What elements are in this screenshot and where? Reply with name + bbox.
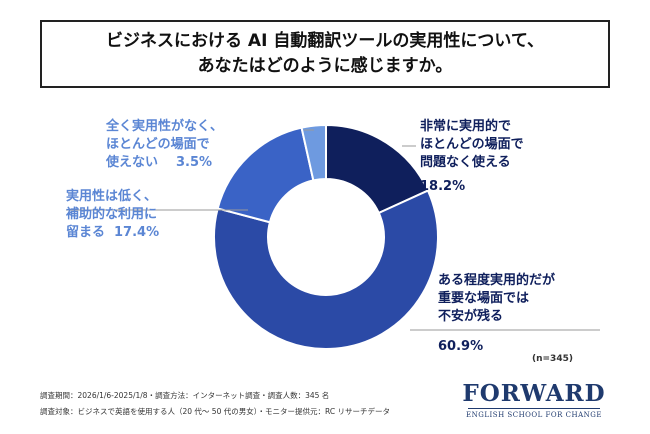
sample-size: (n=345) xyxy=(532,354,573,364)
logo-divider xyxy=(468,408,600,409)
leader-lines xyxy=(66,129,600,331)
slice-value-low-practicality: 17.4% xyxy=(114,225,159,240)
footer-survey-period: 調査期間：2026/1/6-2025/1/8・調査方法：インターネット調査・調査… xyxy=(40,391,330,400)
slice-label-very-practical-line1: 非常に実用的で xyxy=(420,118,511,134)
label-group-very-practical: 非常に実用的で ほとんどの場面で 問題なく使える 18.2% xyxy=(420,118,524,194)
donut-slice-low-practicality xyxy=(216,126,315,224)
title-line-1: ビジネスにおける AI 自動翻訳ツールの実用性について、 xyxy=(106,31,544,51)
slice-label-very-practical-line2: ほとんどの場面で xyxy=(420,136,524,152)
title-line-2: あなたはどのように感じますか。 xyxy=(197,56,453,76)
slice-label-very-practical-line3: 問題なく使える xyxy=(420,154,511,170)
slice-label-low-practicality-line2: 補助的な利用に xyxy=(65,206,157,222)
slice-label-low-practicality-line1: 実用性は低く、 xyxy=(66,188,157,204)
label-group-somewhat-practical: ある程度実用的だが 重要な場面では 不安が残る 60.9% xyxy=(438,272,555,354)
slice-label-not-practical-line2: ほとんどの場面で xyxy=(106,136,210,152)
label-group-not-practical: 全く実用性がなく、 ほとんどの場面で 使えない 3.5% xyxy=(105,118,223,170)
title-box: ビジネスにおける AI 自動翻訳ツールの実用性について、 あなたはどのように感じ… xyxy=(40,20,610,88)
slice-label-somewhat-practical-line3: 不安が残る xyxy=(438,308,503,324)
donut-slice-not-practical xyxy=(300,123,327,182)
slice-label-not-practical-line1: 全く実用性がなく、 xyxy=(105,118,223,134)
footer-survey-target: 調査対象：ビジネスで英語を使用する人（20 代～ 50 代の男女）・モニター提供… xyxy=(40,407,390,416)
slice-label-not-practical-line3: 使えない xyxy=(105,154,158,170)
donut-slices xyxy=(213,123,439,350)
logo-tagline: ENGLISH SCHOOL FOR CHANGE xyxy=(466,411,602,419)
slice-label-low-practicality-line3: 留まる xyxy=(66,224,105,240)
forward-logo: FORWARD xyxy=(462,380,606,407)
donut-slice-somewhat-practical xyxy=(213,189,439,350)
slice-value-somewhat-practical: 60.9% xyxy=(438,339,483,354)
slice-label-somewhat-practical-line2: 重要な場面では xyxy=(438,290,529,306)
label-group-low-practicality: 実用性は低く、 補助的な利用に 留まる 17.4% xyxy=(65,188,159,240)
slice-value-very-practical: 18.2% xyxy=(420,179,465,194)
slice-label-somewhat-practical-line1: ある程度実用的だが xyxy=(438,272,555,288)
slice-value-not-practical: 3.5% xyxy=(176,155,212,170)
